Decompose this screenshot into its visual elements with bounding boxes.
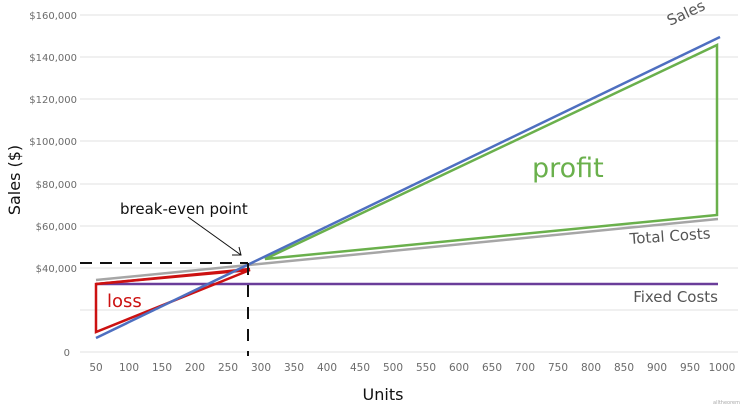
- y-tick: $60,000: [36, 222, 77, 233]
- sales-line: [95, 35, 721, 340]
- total-costs-label: Total Costs: [628, 224, 711, 248]
- x-tick: 450: [350, 362, 370, 374]
- x-tick: 1000: [709, 362, 736, 374]
- x-tick: 100: [119, 362, 139, 374]
- loss-label: loss: [107, 291, 142, 312]
- x-tick: 550: [416, 362, 436, 374]
- x-tick: 800: [581, 362, 601, 374]
- x-tick: 700: [515, 362, 535, 374]
- x-tick: 300: [251, 362, 271, 374]
- x-tick: 50: [89, 362, 102, 374]
- profit-label: profit: [532, 153, 604, 184]
- x-tick: 150: [152, 362, 172, 374]
- x-tick: 400: [317, 362, 337, 374]
- x-tick: 750: [548, 362, 568, 374]
- sales-label: Sales: [664, 0, 708, 30]
- x-axis-title: Units: [363, 385, 404, 404]
- x-tick: 600: [449, 362, 469, 374]
- break-even-label: break-even point: [120, 200, 248, 218]
- y-tick: $160,000: [29, 11, 77, 22]
- x-tick: 950: [680, 362, 700, 374]
- x-tick: 500: [383, 362, 403, 374]
- profit-region-outline: [264, 43, 719, 261]
- x-tick: 650: [482, 362, 502, 374]
- y-tick: $80,000: [36, 180, 77, 191]
- loss-top-edge: [95, 267, 251, 286]
- x-tick: 200: [185, 362, 205, 374]
- total-costs-line: [95, 217, 719, 282]
- y-tick: $40,000: [36, 264, 77, 275]
- y-axis-ticks: $160,000 $140,000 $120,000 $100,000 $80,…: [29, 11, 77, 359]
- watermark: alltheorem: [713, 400, 740, 406]
- x-tick: 850: [614, 362, 634, 374]
- x-tick: 250: [218, 362, 238, 374]
- x-axis-ticks: 50 100 150 200 250 300 350 400 450 500 5…: [89, 362, 735, 374]
- fixed-costs-label: Fixed Costs: [633, 288, 718, 306]
- x-tick: 350: [284, 362, 304, 374]
- y-tick: $120,000: [29, 95, 77, 106]
- gridlines: [80, 14, 738, 353]
- y-tick: $140,000: [29, 53, 77, 64]
- y-tick: $100,000: [29, 137, 77, 148]
- break-even-arrow: [187, 216, 242, 256]
- y-axis-title: Sales ($): [5, 145, 24, 215]
- y-tick: 0: [64, 348, 70, 359]
- x-tick: 900: [647, 362, 667, 374]
